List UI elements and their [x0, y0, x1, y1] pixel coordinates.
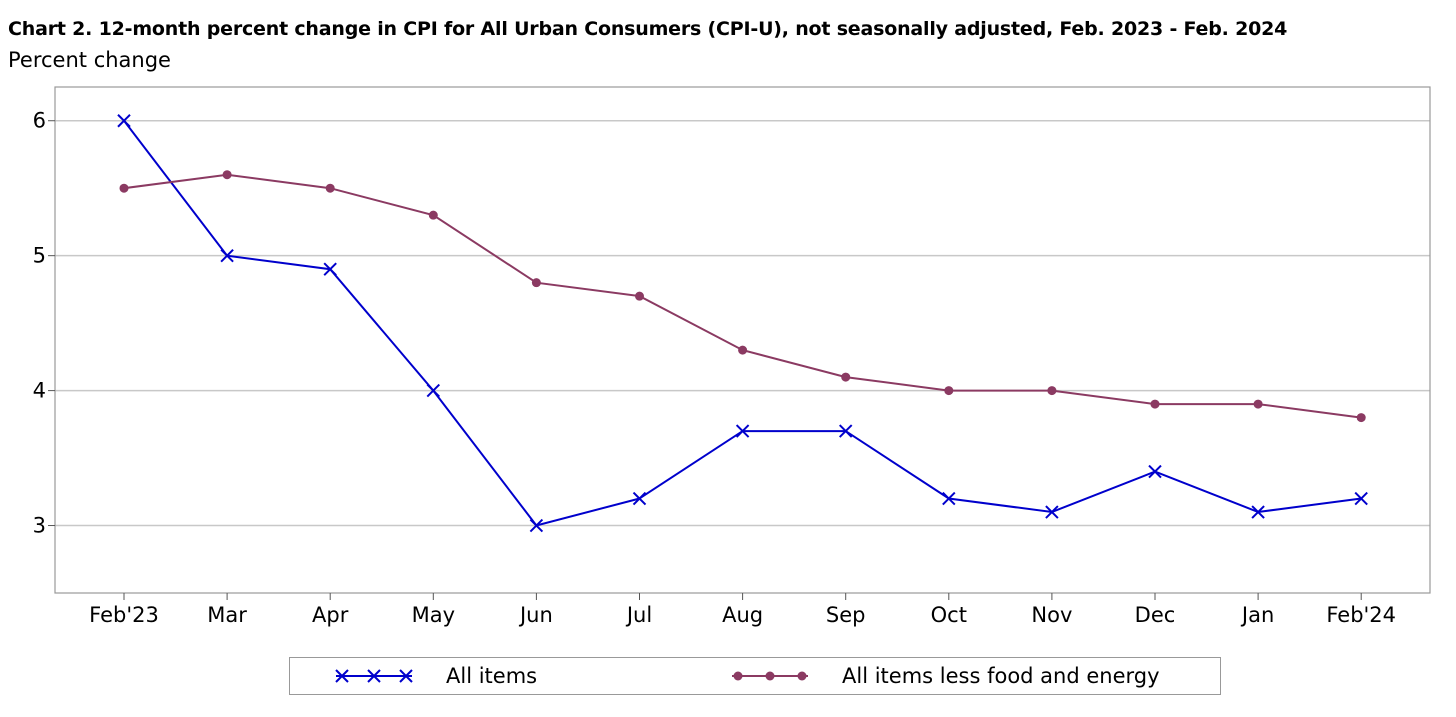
line-chart: 3 4 5 6 Feb'23 Mar Apr May Jun Jul Aug Sep Oct Nov De… — [33, 86, 1431, 627]
x-marker-stroke — [529, 518, 544, 533]
x-tick-label: Jan — [1240, 603, 1274, 627]
legend-label-all-items: All items — [446, 664, 538, 688]
series-line — [123, 120, 1362, 527]
data-point — [1150, 399, 1160, 409]
x-marker-stroke — [942, 491, 956, 506]
x-marker-stroke — [1251, 505, 1265, 519]
x-marker-stroke — [117, 114, 131, 128]
legend-marker — [797, 671, 807, 681]
x-tick-label: Apr — [312, 603, 349, 627]
data-point — [119, 183, 129, 193]
series-group — [117, 114, 1368, 533]
data-point — [428, 210, 438, 220]
legend-swatch-all-items — [335, 669, 413, 683]
data-point — [1045, 505, 1059, 519]
data-point — [1148, 464, 1162, 479]
data-point — [735, 424, 750, 438]
data-point — [1354, 491, 1368, 506]
x-marker-stroke — [220, 248, 234, 263]
legend-marker — [733, 671, 743, 681]
y-tick-label: 5 — [33, 244, 46, 268]
legend-item-all-items: All items — [332, 658, 537, 694]
data-point — [838, 424, 853, 438]
plot-area — [54, 86, 1431, 594]
data-point — [117, 114, 131, 128]
x-tick-label: Mar — [207, 603, 247, 627]
data-point — [529, 518, 544, 533]
legend-marker — [367, 669, 381, 683]
x-tick-label: Jun — [518, 603, 553, 627]
x-marker-stroke — [399, 669, 413, 683]
legend-marker — [335, 669, 349, 683]
x-marker-stroke — [632, 491, 647, 506]
x-tick-label: Feb'23 — [89, 603, 159, 627]
data-point — [1356, 413, 1366, 423]
legend-marker — [765, 671, 775, 681]
x-tick-label: Feb'24 — [1326, 603, 1396, 627]
data-point — [323, 262, 337, 276]
x-tick-label: Dec — [1135, 603, 1176, 627]
x-tick-label: Oct — [931, 603, 967, 627]
y-axis: 3 4 5 6 — [33, 109, 55, 538]
data-point — [841, 372, 851, 382]
data-point — [220, 248, 234, 263]
chart-title: Chart 2. 12-month percent change in CPI … — [8, 18, 1288, 40]
series-line — [123, 173, 1362, 419]
legend-label-core: All items less food and energy — [842, 664, 1160, 688]
x-marker-stroke — [426, 383, 441, 398]
data-point — [944, 386, 954, 396]
legend-item-core: All items less food and energy — [728, 658, 1160, 694]
data-point — [325, 183, 335, 193]
x-axis: Feb'23 Mar Apr May Jun Jul Aug Sep Oct Nov Dec Jan F… — [89, 593, 1396, 627]
data-point — [632, 491, 647, 506]
x-tick-label: May — [412, 603, 455, 627]
data-point — [738, 345, 748, 355]
data-point — [1251, 505, 1265, 519]
x-marker-stroke — [1148, 464, 1162, 479]
series-0 — [117, 114, 1368, 533]
data-point — [942, 491, 956, 506]
data-point — [222, 170, 232, 180]
legend: All items All items less food and energy — [289, 657, 1221, 695]
data-point — [635, 291, 644, 301]
y-tick-label: 4 — [33, 379, 46, 403]
x-tick-label: Aug — [722, 603, 763, 627]
data-point — [426, 383, 441, 398]
data-point — [1253, 399, 1263, 409]
x-tick-label: Nov — [1031, 603, 1072, 627]
legend-swatch-core — [732, 671, 808, 681]
data-point — [1047, 386, 1057, 396]
y-axis-label: Percent change — [8, 48, 171, 72]
x-marker-stroke — [838, 424, 853, 438]
x-marker-stroke — [1354, 491, 1368, 506]
legend-marker — [399, 669, 413, 683]
y-tick-label: 3 — [33, 514, 46, 538]
y-tick-label: 6 — [33, 109, 46, 133]
x-tick-label: Jul — [625, 603, 652, 627]
x-marker-stroke — [735, 424, 750, 438]
x-marker-stroke — [323, 262, 337, 276]
x-tick-label: Sep — [826, 603, 866, 627]
x-marker-stroke — [367, 669, 381, 683]
x-marker-stroke — [1045, 505, 1059, 519]
data-point — [531, 278, 541, 288]
x-marker-stroke — [335, 669, 349, 683]
series-1 — [119, 170, 1366, 423]
gridlines — [55, 119, 1430, 527]
